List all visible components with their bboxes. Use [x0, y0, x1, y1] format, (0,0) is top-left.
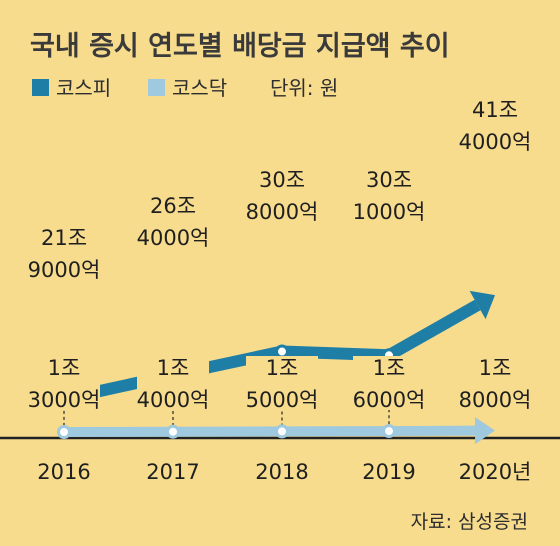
kosdaq-value-label: 1조 — [479, 356, 512, 380]
kosdaq-value-label-bg — [28, 356, 100, 410]
source-note: 자료: 삼성증권 — [411, 511, 528, 533]
kosdaq-value-label: 6000억 — [353, 388, 426, 412]
kosdaq-value-label-bg — [137, 356, 209, 410]
legend: 코스피 코스닥 단위: 원 — [32, 76, 338, 100]
kosdaq-value-label: 4000억 — [137, 388, 210, 412]
x-tick-label: 2016 — [37, 460, 90, 484]
kosdaq-marker — [275, 424, 289, 439]
kosdaq-marker — [166, 424, 180, 439]
kospi-value-label: 30조 — [259, 168, 305, 192]
kosdaq-value-label-bg — [353, 356, 425, 410]
kospi-value-label: 8000억 — [246, 200, 319, 224]
series-line-kosdaq-arrow — [474, 417, 495, 445]
kospi-value-label: 21조 — [41, 226, 87, 250]
series-line-kospi-arrow — [469, 290, 495, 320]
kosdaq-value-label: 3000억 — [28, 388, 101, 412]
legend-label-kosdaq: 코스닥 — [172, 76, 227, 100]
legend-swatch-kosdaq — [148, 79, 165, 96]
x-tick-label: 2019 — [362, 460, 415, 484]
kosdaq-value-label-bg — [459, 356, 531, 410]
kosdaq-value-label: 1조 — [266, 356, 299, 380]
kospi-value-label: 1000억 — [353, 200, 426, 224]
unit-label: 단위: 원 — [270, 76, 338, 100]
kospi-value-label: 26조 — [150, 194, 196, 218]
kospi-value-label: 4000억 — [459, 130, 532, 154]
kosdaq-value-label: 1조 — [157, 356, 190, 380]
kospi-value-label: 9000억 — [28, 258, 101, 282]
kosdaq-value-label: 5000억 — [246, 388, 319, 412]
x-tick-label: 2017 — [146, 460, 199, 484]
kosdaq-value-label-bg — [246, 356, 318, 410]
chart-title: 국내 증시 연도별 배당금 지급액 추이 — [30, 31, 450, 62]
series-line-kosdaq — [63, 425, 476, 437]
kosdaq-marker — [57, 425, 71, 439]
kosdaq-value-label: 1조 — [373, 356, 406, 380]
x-tick-label: 2020년 — [459, 460, 532, 484]
x-tick-label: 2018 — [255, 460, 308, 484]
legend-swatch-kospi — [32, 79, 49, 96]
kospi-value-label: 41조 — [472, 98, 518, 122]
legend-label-kospi: 코스피 — [56, 76, 111, 100]
kosdaq-value-label: 1조 — [48, 356, 81, 380]
kosdaq-value-label: 8000억 — [459, 388, 532, 412]
kospi-value-label: 4000억 — [137, 226, 210, 250]
kospi-value-label: 30조 — [366, 168, 412, 192]
kosdaq-marker — [382, 424, 396, 439]
